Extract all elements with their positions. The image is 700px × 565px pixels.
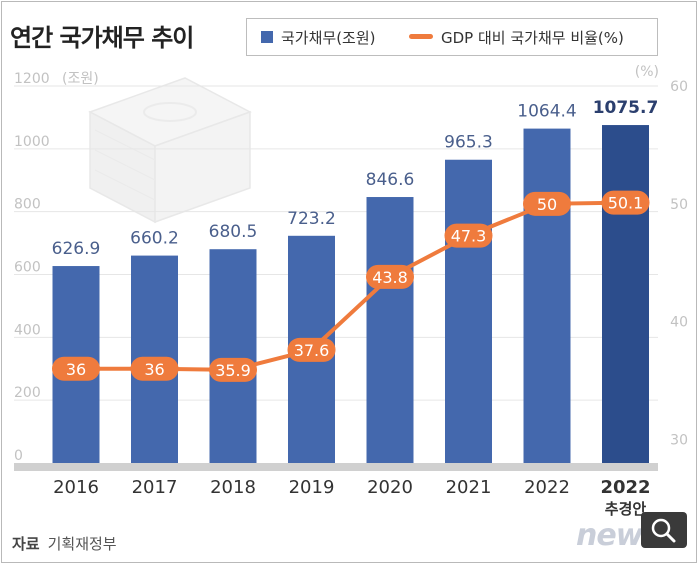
- bar-value-label: 1075.7: [593, 98, 659, 118]
- money-stack-illustration: [88, 77, 252, 224]
- legend: 국가채무(조원) GDP 대비 국가채무 비율(%): [246, 18, 658, 56]
- bar: [445, 159, 492, 463]
- legend-bar-label: 국가채무(조원): [281, 29, 376, 47]
- bar-value-label: 680.5: [209, 222, 258, 242]
- x-category-label: 2019: [289, 477, 335, 498]
- legend-line-swatch: [409, 34, 433, 39]
- line-marker: [130, 356, 179, 381]
- line-value-label: 50.1: [608, 194, 644, 213]
- source-label: 자료: [12, 535, 40, 553]
- y-right-tick-label: 30: [670, 432, 688, 448]
- x-category-label: 2020: [367, 477, 413, 498]
- y-right-axis-unit: (%): [635, 64, 659, 80]
- x-category-label: 2018: [210, 477, 256, 498]
- y-left-tick-label: 200: [14, 385, 41, 401]
- x-category-sublabel: 추경안: [605, 500, 647, 518]
- y-left-tick-label: 800: [14, 197, 41, 213]
- bar-value-label: 660.2: [130, 229, 179, 249]
- y-right-tick-label: 60: [670, 79, 688, 95]
- line-value-label: 47.3: [451, 227, 487, 246]
- chart-title: 연간 국가채무 추이: [10, 24, 194, 52]
- bar: [523, 128, 571, 463]
- y-left-tick-label: 400: [14, 322, 41, 338]
- x-category-label: 2016: [53, 477, 99, 498]
- bar: [366, 197, 414, 464]
- y-left-tick-label: 1200: [14, 71, 50, 87]
- line-value-label: 50: [537, 195, 557, 214]
- bar: [602, 125, 649, 464]
- x-category-label: 2022: [600, 477, 650, 498]
- line-value-label: 43.8: [372, 268, 408, 287]
- line-marker: [52, 356, 100, 381]
- y-left-tick-label: 1000: [14, 134, 50, 150]
- y-left-tick-label: 0: [14, 448, 23, 464]
- line-value-label: 35.9: [215, 361, 251, 380]
- bar-value-label: 723.2: [287, 209, 336, 229]
- source-value: 기획재정부: [47, 535, 117, 553]
- line-value-label: 36: [144, 360, 164, 379]
- line-marker: [287, 337, 336, 362]
- bar-value-label: 965.3: [444, 133, 493, 153]
- legend-bar-swatch: [261, 31, 273, 43]
- source-note: 자료 기획재정부: [12, 533, 117, 554]
- bar-value-label: 626.9: [52, 239, 101, 259]
- x-category-label: 2017: [132, 477, 178, 498]
- line-marker: [209, 357, 257, 382]
- zoom-button[interactable]: [641, 512, 687, 548]
- line-value-label: 36: [66, 360, 86, 379]
- y-left-tick-label: 600: [14, 260, 41, 276]
- line-marker: [444, 223, 493, 248]
- line-marker: [601, 190, 650, 215]
- legend-line-label: GDP 대비 국가채무 비율(%): [441, 29, 624, 47]
- magnify-icon: [651, 518, 676, 543]
- y-left-axis-unit: (조원): [62, 71, 99, 87]
- x-category-label: 2022: [524, 477, 570, 498]
- baseline: [14, 463, 658, 471]
- line-marker: [523, 191, 571, 216]
- bar-value-label: 1064.4: [517, 102, 576, 122]
- y-right-tick-label: 40: [670, 315, 688, 331]
- line-marker: [366, 264, 414, 289]
- y-right-tick-label: 50: [670, 197, 688, 213]
- bar-value-label: 846.6: [366, 170, 415, 190]
- bar: [209, 249, 257, 463]
- x-category-label: 2021: [446, 477, 492, 498]
- line-value-label: 37.6: [294, 341, 330, 360]
